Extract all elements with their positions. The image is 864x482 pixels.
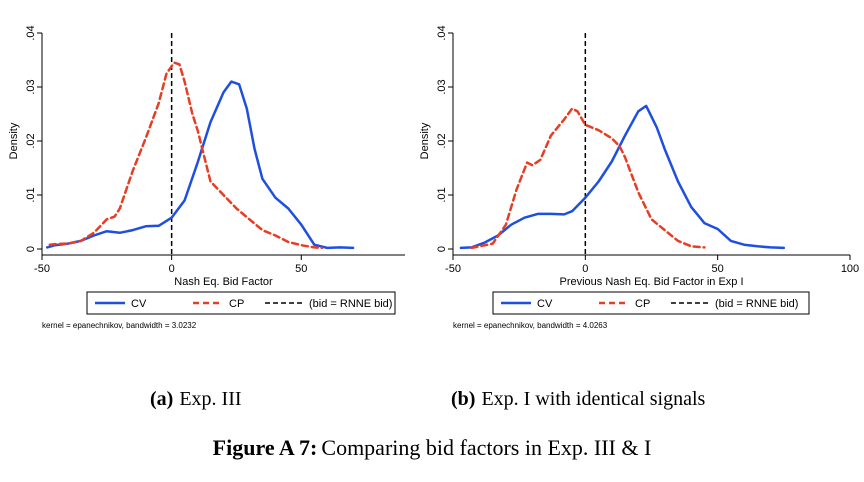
x-tick-label-a: 0 [169,263,175,275]
y-tick-label-b: 0 [436,246,448,252]
figure-charts: 0 .01 .02 .03 .04 Density -50 0 50 Nash Eq. Bid F… [8,25,859,330]
legend-label-2-b: (bid = RNNE bid) [715,298,798,310]
y-tick-label-a: .02 [25,133,37,148]
subcaption-b: (b) Exp. I with identical signals [451,388,705,411]
figure-caption-label: Figure A 7: [212,435,318,460]
y-axis-title-b: Density [419,122,431,159]
y-tick-label-b: .04 [436,25,448,40]
kernel-note-a: kernel = epanechnikov, bandwidth = 3.023… [42,321,197,330]
y-tick-label-b: .01 [436,187,448,202]
x-tick-label-b: -50 [445,263,461,275]
y-tick-label-a: .03 [25,79,37,94]
legend-label-0-a: CV [131,298,147,310]
subcaption-a-label: (a) [150,388,174,410]
kernel-note-b: kernel = epanechnikov, bandwidth = 4.026… [453,321,608,330]
x-tick-label-a: -50 [34,263,50,275]
y-tick-label-b: .02 [436,133,448,148]
y-tick-label-b: .03 [436,79,448,94]
y-tick-label-a: 0 [25,246,37,252]
y-axis-title-a: Density [8,122,20,159]
legend-box-a [86,291,396,315]
x-tick-label-b: 0 [582,263,588,275]
series-cv-line-b [459,104,786,250]
x-tick-label-a: 50 [295,263,307,275]
legend-box-b [492,291,810,315]
series-cp-line-a [48,61,324,250]
subcaption-b-label: (b) [451,388,476,410]
subcaption-a-text: Exp. III [179,388,242,410]
figure-caption: Figure A 7: Comparing bid factors in Exp.… [0,435,864,461]
x-tick-label-b: 100 [841,263,859,275]
legend-label-2-a: (bid = RNNE bid) [309,298,392,310]
x-tick-label-b: 50 [712,263,724,275]
series-cp-line-b [470,107,706,250]
legend-label-1-b: CP [635,298,650,310]
figure-caption-text: Comparing bid factors in Exp. III & I [321,435,652,460]
y-tick-label-a: .01 [25,187,37,202]
legend-label-1-a: CP [229,298,244,310]
legend-label-0-b: CV [537,298,553,310]
subcaption-a: (a) Exp. III [150,388,242,411]
y-tick-label-a: .04 [25,25,37,40]
x-axis-title-a: Nash Eq. Bid Factor [174,276,273,288]
subcaption-b-text: Exp. I with identical signals [481,388,706,410]
x-axis-title-b: Previous Nash Eq. Bid Factor in Exp I [559,276,743,288]
series-cv-line-a [45,80,355,250]
